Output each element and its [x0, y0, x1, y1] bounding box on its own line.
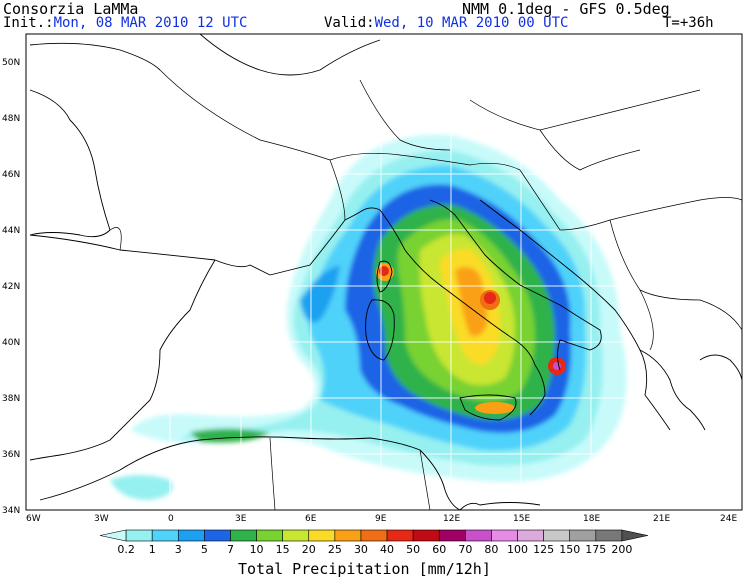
init-value: Mon, 08 MAR 2010 12 UTC	[53, 15, 248, 31]
lon-label: 9E	[375, 514, 387, 524]
graticule	[26, 34, 742, 510]
colorbar-swatch	[569, 529, 597, 542]
colorbar-tick-label: 200	[611, 543, 632, 556]
coastlines	[29, 34, 742, 510]
colorbar-tick-label: 100	[507, 543, 528, 556]
init-time: Init.:Mon, 08 MAR 2010 12 UTC	[3, 15, 247, 31]
lat-label: 50N	[2, 58, 20, 68]
lat-label: 48N	[2, 114, 20, 124]
colorbar-tick-label: 80	[484, 543, 498, 556]
lon-label: 6W	[26, 514, 41, 524]
colorbar-swatch	[360, 529, 388, 542]
colorbar-tick-label: 25	[328, 543, 342, 556]
lat-label: 42N	[2, 282, 20, 292]
colorbar-swatch	[334, 529, 362, 542]
lon-label: 18E	[583, 514, 600, 524]
colorbar-tick-label: 175	[585, 543, 606, 556]
colorbar-tick-label: 5	[201, 543, 208, 556]
lat-label: 36N	[2, 450, 20, 460]
colorbar-title: Total Precipitation [mm/12h]	[238, 560, 491, 578]
valid-value: Wed, 10 MAR 2010 00 UTC	[374, 15, 569, 31]
lon-label: 24E	[720, 514, 737, 524]
lon-label: 0	[168, 514, 174, 524]
colorbar-swatch	[517, 529, 544, 542]
colorbar-tick-label: 40	[380, 543, 394, 556]
colorbar-tick-label: 70	[458, 543, 472, 556]
colorbar-tick-label: 3	[175, 543, 182, 556]
latitude-labels: 34N 36N 38N 40N 42N 44N 46N 48N 50N	[2, 58, 20, 516]
colorbar-tick-label: 0.2	[117, 543, 135, 556]
lat-label: 44N	[2, 226, 20, 236]
valid-time: Valid:Wed, 10 MAR 2010 00 UTC	[324, 15, 568, 31]
map-frame	[25, 33, 743, 511]
init-label: Init.:	[3, 15, 54, 31]
model-title: NMM 0.1deg - GFS 0.5deg	[462, 0, 670, 18]
colorbar-swatch	[308, 529, 336, 542]
forecast-step: T=+36h	[663, 15, 714, 31]
colorbar-swatch	[386, 529, 414, 542]
colorbar-tick-label: 10	[250, 543, 264, 556]
colorbar-swatch	[230, 529, 257, 542]
colorbar-swatch	[177, 529, 205, 542]
colorbar-swatch	[256, 529, 283, 542]
lon-label: 6E	[305, 514, 317, 524]
colorbar-low-arrow	[99, 529, 127, 542]
colorbar-swatch	[438, 529, 466, 542]
lat-label: 38N	[2, 394, 20, 404]
colorbar-swatch	[125, 529, 153, 542]
precip-field	[26, 34, 742, 510]
colorbar-tick-label: 60	[432, 543, 446, 556]
lon-label: 21E	[653, 514, 670, 524]
colorbar-swatch	[465, 529, 492, 542]
colorbar-swatch	[412, 529, 440, 542]
valid-label: Valid:	[324, 15, 375, 31]
colorbar: 0.2 1 3 5 7 10 15 20 25 30 40 50 60 70 80 100 125 150 175 2…	[99, 529, 649, 556]
colorbar-tick-label: 7	[227, 543, 234, 556]
colorbar-high-arrow	[621, 529, 649, 542]
colorbar-swatch	[595, 529, 623, 542]
colorbar-tick-label: 125	[533, 543, 554, 556]
colorbar-swatch	[204, 529, 231, 542]
colorbar-tick-label: 20	[302, 543, 316, 556]
colorbar-tick-label: 15	[276, 543, 290, 556]
longitude-labels: 6W 3W 0 3E 6E 9E 12E 15E 18E 21E 24E	[26, 514, 737, 524]
borders	[109, 69, 742, 510]
org-title: Consorzia LaMMa	[3, 0, 139, 18]
lon-label: 3W	[94, 514, 109, 524]
colorbar-swatch	[151, 529, 179, 542]
lon-label: 12E	[443, 514, 460, 524]
colorbar-swatch	[282, 529, 310, 542]
colorbar-tick-label: 1	[149, 543, 156, 556]
lat-label: 46N	[2, 170, 20, 180]
lon-label: 3E	[235, 514, 247, 524]
lat-label: 40N	[2, 338, 20, 348]
colorbar-swatch	[491, 529, 518, 542]
colorbar-tick-label: 30	[354, 543, 368, 556]
colorbar-tick-label: 150	[559, 543, 580, 556]
lat-label: 34N	[2, 506, 20, 516]
colorbar-swatch	[543, 529, 571, 542]
lon-label: 15E	[513, 514, 530, 524]
colorbar-tick-label: 50	[406, 543, 420, 556]
